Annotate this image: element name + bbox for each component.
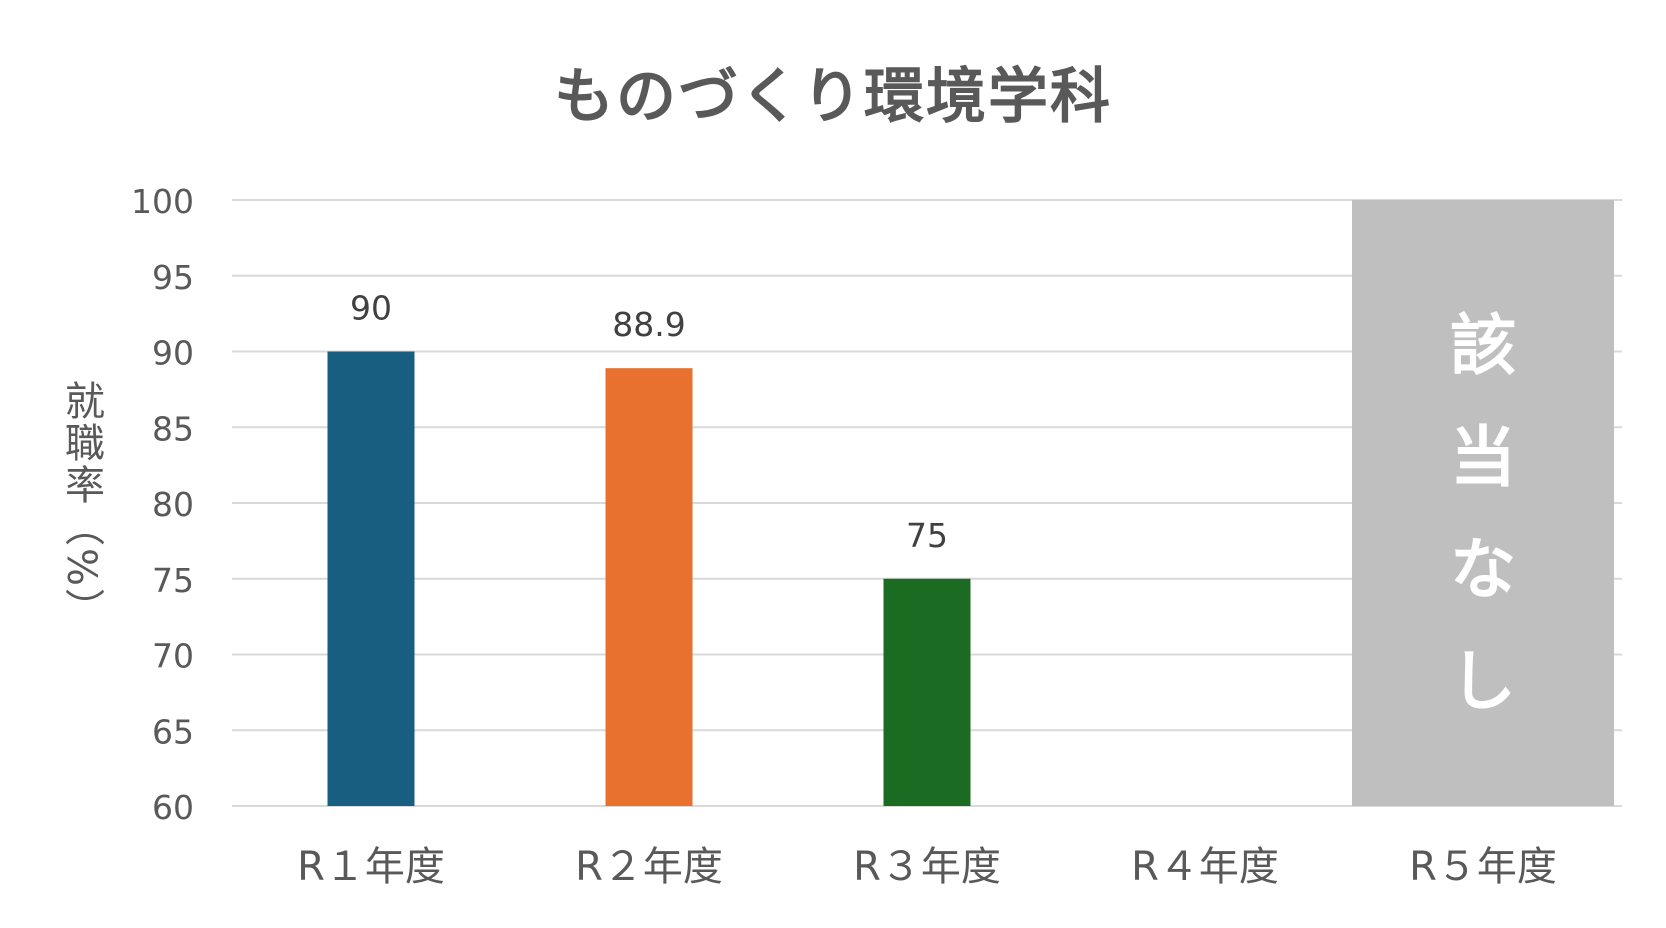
x-tick-label: R１年度: [297, 844, 445, 890]
x-tick-label: R３年度: [853, 844, 1001, 890]
not-applicable-block: [1352, 200, 1614, 806]
annotation-char: 当: [1450, 419, 1516, 496]
data-label: 90: [350, 289, 392, 328]
bar: [883, 578, 971, 806]
data-label: 88.9: [612, 305, 685, 344]
x-tick-label: R２年度: [575, 844, 723, 890]
annotation-char: な: [1450, 531, 1516, 608]
annotation-char: し: [1450, 643, 1516, 720]
y-tick-label: 95: [152, 258, 194, 297]
chart-title: ものづくり環境学科: [554, 62, 1112, 132]
y-axis-label: 就職率（%）: [58, 380, 104, 631]
y-tick-label: 90: [152, 334, 194, 373]
x-tick-label: R５年度: [1409, 844, 1557, 890]
y-tick-label: 80: [152, 485, 194, 524]
bar: [327, 351, 415, 806]
y-tick-label: 85: [152, 409, 194, 448]
x-tick-label: R４年度: [1131, 844, 1279, 890]
data-label: 75: [906, 516, 948, 555]
y-tick-label: 65: [152, 712, 194, 751]
y-tick-label: 75: [152, 561, 194, 600]
y-tick-label: 70: [152, 637, 194, 676]
bar: [605, 368, 693, 806]
y-tick-label: 60: [152, 788, 194, 827]
annotation-char: 該: [1450, 307, 1516, 384]
y-tick-label: 100: [131, 182, 194, 221]
